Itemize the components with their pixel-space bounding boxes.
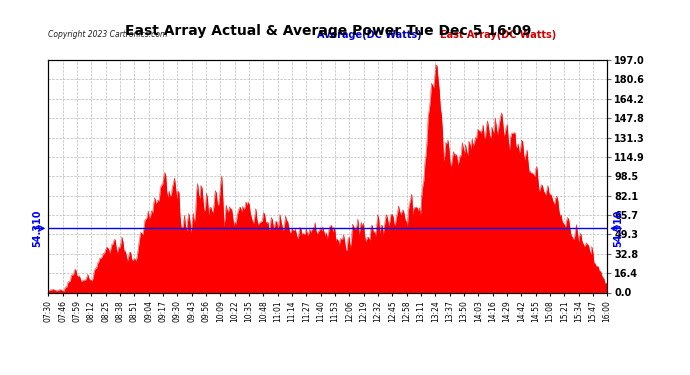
Text: 54.310: 54.310	[613, 210, 623, 247]
Title: East Array Actual & Average Power Tue Dec 5 16:09: East Array Actual & Average Power Tue De…	[125, 24, 531, 38]
Text: Copyright 2023 Cartronics.com: Copyright 2023 Cartronics.com	[48, 30, 168, 39]
Text: 54.310: 54.310	[32, 210, 43, 247]
Text: East Array(DC Watts): East Array(DC Watts)	[440, 30, 555, 40]
Text: Average(DC Watts): Average(DC Watts)	[317, 30, 421, 40]
